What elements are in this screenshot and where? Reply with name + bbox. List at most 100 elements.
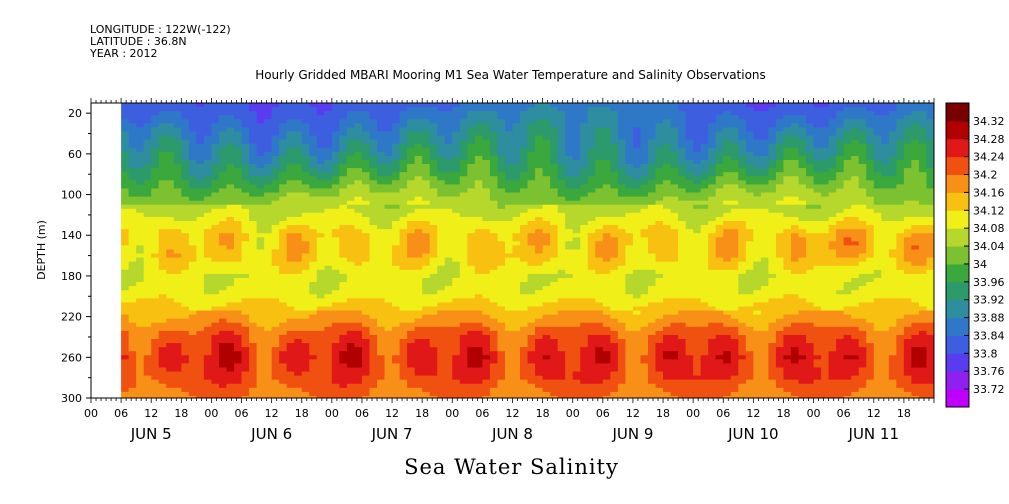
heatmap-cell <box>467 151 476 157</box>
heatmap-cell <box>241 127 250 133</box>
heatmap-cell <box>181 245 190 251</box>
heatmap-cell <box>392 115 401 120</box>
heatmap-cell <box>249 375 258 381</box>
heatmap-cell <box>625 253 634 259</box>
heatmap-cell <box>497 322 506 328</box>
heatmap-cell <box>324 277 333 283</box>
heatmap-cell <box>286 391 295 397</box>
heatmap-cell <box>331 180 340 185</box>
heatmap-cell <box>151 107 160 112</box>
heatmap-cell <box>504 216 514 222</box>
heatmap-cell <box>482 216 491 222</box>
heatmap-cell <box>595 164 604 169</box>
heatmap-cell <box>482 225 491 230</box>
heatmap-cell <box>218 387 228 393</box>
heatmap-cell <box>632 151 642 157</box>
heatmap-cell <box>399 225 408 230</box>
heatmap-cell <box>565 249 574 255</box>
heatmap-cell <box>316 391 325 397</box>
heatmap-cell <box>361 253 371 259</box>
heatmap-cell <box>234 249 243 255</box>
heatmap-cell <box>218 172 228 177</box>
heatmap-cell <box>565 245 574 251</box>
heatmap-cell <box>271 326 280 332</box>
heatmap-cell <box>535 245 544 251</box>
heatmap-cell <box>173 172 182 177</box>
heatmap-cell <box>203 290 213 295</box>
heatmap-cell <box>211 184 220 190</box>
heatmap-cell <box>286 351 295 356</box>
heatmap-cell <box>128 164 137 169</box>
heatmap-cell <box>249 391 258 397</box>
heatmap-cell <box>527 229 536 234</box>
heatmap-cell <box>218 261 228 267</box>
heatmap-cell <box>136 310 145 316</box>
heatmap-cell <box>196 143 205 149</box>
heatmap-cell <box>444 241 453 247</box>
heatmap-cell <box>234 155 243 161</box>
heatmap-cell <box>437 200 446 206</box>
heatmap-cell <box>512 367 521 373</box>
heatmap-cell <box>610 221 619 226</box>
heatmap-cell <box>188 184 197 190</box>
heatmap-cell <box>504 265 514 271</box>
heatmap-cell <box>452 379 461 385</box>
heatmap-cell <box>414 107 423 112</box>
heatmap-cell <box>429 241 438 247</box>
heatmap-cell <box>361 314 371 320</box>
heatmap-cell <box>369 119 378 124</box>
heatmap-cell <box>595 310 604 316</box>
heatmap-cell <box>572 241 581 247</box>
heatmap-cell <box>550 294 559 299</box>
heatmap-cell <box>188 306 197 312</box>
heatmap-cell <box>467 387 476 393</box>
heatmap-cell <box>565 322 574 328</box>
heatmap-cell <box>331 237 340 242</box>
heatmap-cell <box>399 330 408 336</box>
heatmap-cell <box>271 221 280 226</box>
heatmap-cell <box>143 286 152 291</box>
heatmap-cell <box>136 395 145 398</box>
heatmap-cell <box>572 261 581 267</box>
heatmap-cell <box>565 363 574 369</box>
heatmap-cell <box>128 168 137 173</box>
heatmap-cell <box>324 212 333 218</box>
heatmap-cell <box>361 318 371 324</box>
heatmap-cell <box>309 269 318 275</box>
heatmap-cell <box>256 151 265 157</box>
heatmap-cell <box>474 241 483 247</box>
heatmap-cell <box>324 391 333 397</box>
heatmap-cell <box>474 196 483 202</box>
heatmap-cell <box>580 355 589 360</box>
heatmap-cell <box>542 334 551 340</box>
heatmap-cell <box>226 298 235 303</box>
heatmap-cell <box>361 176 371 181</box>
heatmap-cell <box>181 221 190 226</box>
heatmap-cell <box>301 286 310 291</box>
heatmap-cell <box>286 176 295 181</box>
heatmap-cell <box>346 155 356 161</box>
heatmap-cell <box>557 355 566 360</box>
heatmap-cell <box>610 294 619 299</box>
heatmap-cell <box>602 164 611 169</box>
heatmap-cell <box>422 245 431 251</box>
heatmap-cell <box>226 310 235 316</box>
heatmap-cell <box>377 294 386 299</box>
heatmap-cell <box>286 139 295 145</box>
heatmap-cell <box>429 379 438 385</box>
heatmap-cell <box>369 273 378 279</box>
heatmap-cell <box>121 159 130 165</box>
heatmap-cell <box>234 131 243 137</box>
heatmap-cell <box>324 318 333 324</box>
heatmap-cell <box>399 286 408 291</box>
heatmap-cell <box>557 184 566 190</box>
heatmap-cell <box>557 326 566 332</box>
heatmap-cell <box>504 334 514 340</box>
heatmap-cell <box>294 330 303 336</box>
heatmap-cell <box>414 184 423 190</box>
heatmap-cell <box>136 257 145 263</box>
heatmap-cell <box>316 355 325 360</box>
heatmap-cell <box>422 111 431 116</box>
heatmap-cell <box>550 282 559 287</box>
heatmap-cell <box>587 159 596 165</box>
